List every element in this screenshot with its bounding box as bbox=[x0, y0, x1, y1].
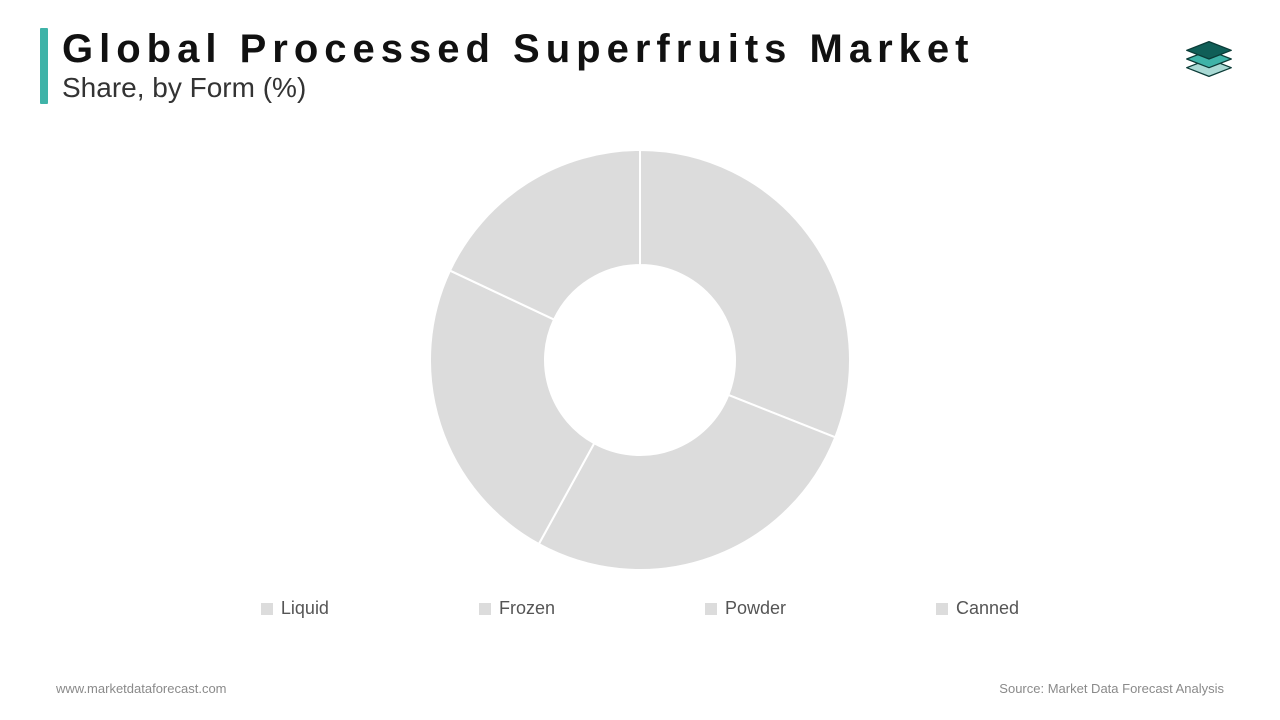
footer-source: Source: Market Data Forecast Analysis bbox=[999, 681, 1224, 696]
legend-label: Powder bbox=[725, 598, 786, 619]
page-subtitle: Share, by Form (%) bbox=[62, 72, 974, 104]
accent-bar bbox=[40, 28, 48, 104]
legend-swatch bbox=[479, 603, 491, 615]
footer-website: www.marketdataforecast.com bbox=[56, 681, 227, 696]
page: Global Processed Superfruits Market Shar… bbox=[0, 0, 1280, 720]
legend-item-canned: Canned bbox=[936, 598, 1019, 619]
title-block: Global Processed Superfruits Market Shar… bbox=[40, 28, 974, 104]
legend-label: Frozen bbox=[499, 598, 555, 619]
donut-chart bbox=[420, 140, 860, 580]
legend-label: Liquid bbox=[281, 598, 329, 619]
titles: Global Processed Superfruits Market Shar… bbox=[62, 28, 974, 104]
layers-icon bbox=[1178, 28, 1240, 90]
legend-label: Canned bbox=[956, 598, 1019, 619]
page-title: Global Processed Superfruits Market bbox=[62, 28, 974, 70]
footer: www.marketdataforecast.com Source: Marke… bbox=[56, 681, 1224, 696]
legend-swatch bbox=[261, 603, 273, 615]
legend-item-liquid: Liquid bbox=[261, 598, 329, 619]
chart-area: LiquidFrozenPowderCanned bbox=[0, 140, 1280, 610]
legend-item-frozen: Frozen bbox=[479, 598, 555, 619]
donut-slice-frozen bbox=[539, 395, 835, 570]
legend-swatch bbox=[936, 603, 948, 615]
legend: Liquid Frozen Powder Canned bbox=[261, 598, 1019, 619]
brand-logo bbox=[1178, 28, 1240, 90]
header: Global Processed Superfruits Market Shar… bbox=[40, 28, 1240, 104]
legend-item-powder: Powder bbox=[705, 598, 786, 619]
donut-slice-liquid bbox=[640, 150, 850, 437]
legend-swatch bbox=[705, 603, 717, 615]
